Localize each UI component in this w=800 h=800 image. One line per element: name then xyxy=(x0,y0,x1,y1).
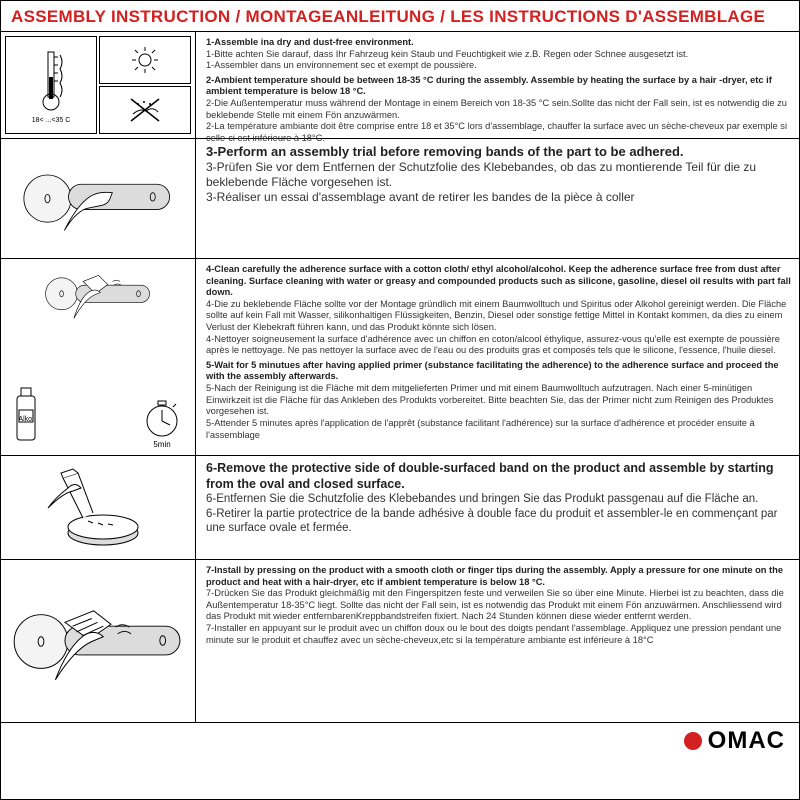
step3-en: 3-Perform an assembly trial before remov… xyxy=(206,144,684,159)
illustration-2 xyxy=(1,139,196,258)
step-row-3: Alkol 5min 4-Clean carefully the adheren… xyxy=(1,259,799,456)
step-row-4: 6-Remove the protective side of double-s… xyxy=(1,456,799,560)
thermometer-icon: 18< ...<35 C xyxy=(5,36,97,134)
step-row-5: 7-Install by pressing on the product wit… xyxy=(1,560,799,723)
step5-en: 5-Wait for 5 minutues after having appli… xyxy=(206,360,779,382)
timer-label: 5min xyxy=(141,440,183,449)
step7-en: 7-Install by pressing on the product wit… xyxy=(206,565,783,587)
alcohol-bottle-icon: Alkol xyxy=(13,386,39,449)
page-title: ASSEMBLY INSTRUCTION / MONTAGEANLEITUNG … xyxy=(1,1,799,32)
step6-de: 6-Entfernen Sie die Schutzfolie des Kleb… xyxy=(206,493,758,505)
step6-fr: 6-Retirer la partie protectrice de la ba… xyxy=(206,508,778,534)
no-dust-icon xyxy=(99,86,191,134)
text-2: 3-Perform an assembly trial before remov… xyxy=(196,139,799,258)
step2-de: 2-Die Außentemperatur muss während der M… xyxy=(206,98,787,120)
step6-en: 6-Remove the protective side of double-s… xyxy=(206,461,773,491)
step5-fr: 5-Attender 5 minutes après l'application… xyxy=(206,418,755,440)
step7-de: 7-Drücken Sie das Produkt gleichmäßig mi… xyxy=(206,588,784,621)
step3-fr: 3-Réaliser un essai d'assemblage avant d… xyxy=(206,190,635,204)
step1-de: 1-Bitte achten Sie darauf, dass Ihr Fahr… xyxy=(206,49,688,59)
handle-press-icon xyxy=(6,584,191,699)
logo-dot-icon xyxy=(684,732,702,750)
alcohol-label: Alkol xyxy=(13,416,39,423)
step2-en: 2-Ambient temperature should be between … xyxy=(206,75,772,97)
temp-label: 18< ...<35 C xyxy=(32,117,71,124)
illustration-1: 18< ...<35 C xyxy=(1,32,196,138)
text-5: 7-Install by pressing on the product wit… xyxy=(196,560,799,722)
sun-icon xyxy=(99,36,191,84)
handle-clean-icon xyxy=(6,263,191,325)
step5-de: 5-Nach der Reinigung ist die Fläche mit … xyxy=(206,383,773,416)
illustration-4 xyxy=(1,456,196,559)
step4-fr: 4-Nettoyer soigneusement la surface d'ad… xyxy=(206,334,780,356)
timer-icon: 5min xyxy=(141,398,183,449)
step-row-1: 18< ...<35 C 1-Assemble ina dry and dust… xyxy=(1,32,799,139)
text-1: 1-Assemble ina dry and dust-free environ… xyxy=(196,32,799,138)
step1-fr: 1-Assembler dans un environnement sec et… xyxy=(206,60,477,70)
text-3: 4-Clean carefully the adherence surface … xyxy=(196,259,799,455)
handle-trial-icon xyxy=(18,149,178,249)
illustration-3: Alkol 5min xyxy=(1,259,196,455)
step3-de: 3-Prüfen Sie vor dem Entfernen der Schut… xyxy=(206,160,756,189)
step4-en: 4-Clean carefully the adherence surface … xyxy=(206,264,791,297)
illustration-5 xyxy=(1,560,196,722)
step4-de: 4-Die zu beklebende Fläche sollte vor de… xyxy=(206,299,786,332)
instruction-sheet: ASSEMBLY INSTRUCTION / MONTAGEANLEITUNG … xyxy=(0,0,800,800)
step7-fr: 7-Installer en appuyant sur le produit a… xyxy=(206,623,781,645)
peel-tape-icon xyxy=(23,463,173,553)
step1-en: 1-Assemble ina dry and dust-free environ… xyxy=(206,37,414,47)
brand-logo: OMAC xyxy=(684,727,785,755)
logo-text: OMAC xyxy=(708,727,785,755)
text-4: 6-Remove the protective side of double-s… xyxy=(196,456,799,559)
footer: OMAC xyxy=(1,723,799,761)
step-row-2: 3-Perform an assembly trial before remov… xyxy=(1,139,799,259)
